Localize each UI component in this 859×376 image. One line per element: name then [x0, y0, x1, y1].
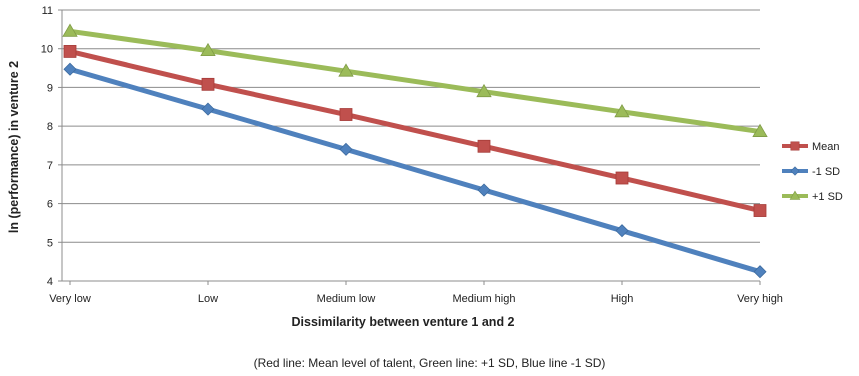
- y-axis: 4 5 6 7 8 9 10 11: [41, 5, 63, 288]
- data-point-1-sd: [752, 123, 768, 137]
- x-tick-label: Medium high: [453, 293, 516, 305]
- x-tick-label: Very high: [737, 293, 783, 305]
- y-tick-label: 5: [47, 237, 53, 249]
- data-point-1-sd: [753, 265, 767, 279]
- legend: Mean -1 SD +1 SD: [782, 141, 843, 203]
- legend-label: -1 SD: [812, 166, 840, 178]
- legend-marker: [790, 141, 800, 151]
- legend-item-1-sd: -1 SD: [782, 166, 840, 178]
- y-tick-label: 4: [47, 276, 53, 288]
- series-1-sd: [63, 62, 767, 279]
- data-point-1-sd: [614, 104, 630, 118]
- y-axis-title: ln (performance) in venture 2: [7, 61, 21, 233]
- data-point-1-sd: [339, 142, 353, 156]
- x-tick-label: High: [611, 293, 634, 305]
- series-line-1-sd: [69, 28, 761, 135]
- series-mean: [63, 45, 767, 217]
- data-point-mean: [339, 108, 353, 121]
- data-point-1-sd: [200, 42, 216, 57]
- legend-item-1-sd: +1 SD: [782, 190, 843, 203]
- data-point-mean: [63, 45, 77, 58]
- data-point-1-sd: [62, 23, 78, 37]
- series-lines: [62, 23, 768, 279]
- legend-item-mean: Mean: [782, 141, 840, 153]
- legend-label: Mean: [812, 141, 840, 153]
- data-point-1-sd: [476, 83, 492, 98]
- line-chart: 4 5 6 7 8 9 10 11 Very low Low Medium low Medium h…: [7, 5, 843, 329]
- y-tick-label: 9: [47, 82, 53, 94]
- data-point-mean: [201, 77, 215, 91]
- data-point-1-sd: [63, 62, 77, 76]
- data-point-1-sd: [201, 102, 215, 116]
- y-tick-label: 6: [47, 199, 53, 211]
- legend-marker: [789, 190, 801, 200]
- x-tick-label: Medium low: [317, 293, 376, 305]
- y-tick-label: 10: [41, 44, 53, 56]
- data-point-mean: [753, 204, 767, 217]
- y-tick-label: 7: [47, 160, 53, 172]
- x-tick-label: Low: [198, 293, 218, 305]
- legend-label: +1 SD: [812, 191, 843, 203]
- legend-marker: [790, 166, 800, 176]
- y-tick-label: 11: [42, 5, 53, 17]
- data-point-1-sd: [615, 224, 629, 238]
- y-tick-label: 8: [47, 121, 53, 133]
- series-line-1-sd: [69, 66, 761, 275]
- series-1-sd: [62, 23, 768, 137]
- data-point-1-sd: [477, 183, 491, 197]
- x-tick-label: Very low: [49, 293, 91, 305]
- x-axis: Very low Low Medium low Medium high High Very…: [49, 280, 783, 305]
- figure-caption: (Red line: Mean level of talent, Green l…: [253, 356, 606, 370]
- x-axis-title: Dissimilarity between venture 1 and 2: [292, 315, 515, 329]
- data-point-mean: [477, 139, 491, 153]
- data-point-1-sd: [338, 63, 354, 77]
- series-line-mean: [69, 48, 761, 213]
- data-point-mean: [615, 171, 629, 185]
